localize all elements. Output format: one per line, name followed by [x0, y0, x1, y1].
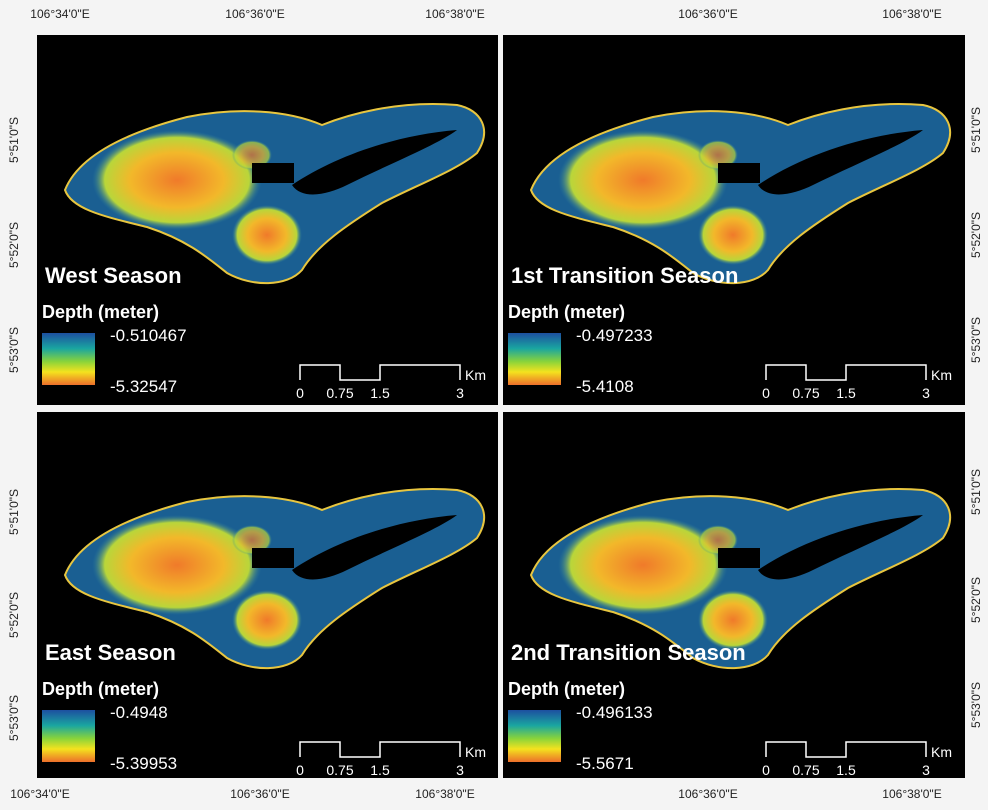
map-panel: 1st Transition Season Depth (meter) -0.497… — [503, 35, 965, 405]
scale-label: 1.5 — [370, 762, 390, 778]
map-panel: East Season Depth (meter) -0.4948 -5.39953 0… — [37, 412, 498, 778]
legend-max: -0.4948 — [110, 703, 168, 722]
longitude-label: 106°36'0"E — [225, 7, 284, 21]
latitude-label: 5°52'0"S — [969, 577, 983, 623]
scale-label: 1.5 — [836, 385, 856, 401]
legend-min: -5.5671 — [576, 754, 634, 773]
shoal-area — [698, 205, 768, 265]
latitude-label: 5°52'0"S — [969, 212, 983, 258]
legend-title: Depth (meter) — [508, 679, 625, 699]
page: West Season Depth (meter) -0.510467 -5.3254… — [0, 0, 988, 810]
longitude-label: 106°38'0"E — [882, 7, 941, 21]
scale-label: 0 — [762, 762, 770, 778]
shoal-area — [92, 130, 262, 230]
legend-max: -0.496133 — [576, 703, 653, 722]
lagoon-pool — [718, 548, 760, 568]
scale-label: 0 — [296, 385, 304, 401]
panel-title: 1st Transition Season — [511, 263, 738, 288]
latitude-label: 5°52'0"S — [7, 592, 21, 638]
longitude-label: 106°36'0"E — [678, 7, 737, 21]
longitude-label: 106°36'0"E — [230, 787, 289, 801]
scale-label: 0.75 — [792, 762, 819, 778]
shoal-area — [232, 590, 302, 650]
scale-unit: Km — [465, 367, 486, 383]
legend-min: -5.4108 — [576, 377, 634, 396]
legend-title: Depth (meter) — [42, 302, 159, 322]
latitude-label: 5°51'0"S — [969, 107, 983, 153]
lagoon-pool — [252, 163, 294, 183]
latitude-label: 5°53'0"S — [7, 695, 21, 741]
longitude-label: 106°38'0"E — [415, 787, 474, 801]
latitude-label: 5°52'0"S — [7, 222, 21, 268]
legend-gradient — [42, 710, 95, 762]
legend-gradient — [508, 333, 561, 385]
shoal-area — [558, 515, 728, 615]
legend-gradient — [42, 333, 95, 385]
map-panel: West Season Depth (meter) -0.510467 -5.3254… — [37, 35, 498, 405]
map-figure: West Season Depth (meter) -0.510467 -5.3254… — [0, 0, 988, 805]
scale-label: 1.5 — [370, 385, 390, 401]
longitude-label: 106°38'0"E — [425, 7, 484, 21]
latitude-label: 5°53'0"S — [969, 682, 983, 728]
lagoon-pool — [252, 548, 294, 568]
panel-title: East Season — [45, 640, 176, 665]
scale-label: 3 — [456, 762, 464, 778]
legend-max: -0.497233 — [576, 326, 653, 345]
scale-label: 3 — [922, 762, 930, 778]
scale-label: 3 — [456, 385, 464, 401]
scale-label: 0 — [296, 762, 304, 778]
legend-gradient — [508, 710, 561, 762]
scale-label: 3 — [922, 385, 930, 401]
legend-max: -0.510467 — [110, 326, 187, 345]
lagoon-pool — [718, 163, 760, 183]
longitude-label: 106°38'0"E — [882, 787, 941, 801]
legend-min: -5.39953 — [110, 754, 177, 773]
longitude-label: 106°34'0"E — [10, 787, 69, 801]
latitude-label: 5°51'0"S — [969, 469, 983, 515]
latitude-label: 5°51'0"S — [7, 117, 21, 163]
longitude-label: 106°36'0"E — [678, 787, 737, 801]
scale-label: 0.75 — [326, 762, 353, 778]
longitude-label: 106°34'0"E — [30, 7, 89, 21]
latitude-label: 5°53'0"S — [969, 317, 983, 363]
latitude-label: 5°53'0"S — [7, 327, 21, 373]
panel-title: 2nd Transition Season — [511, 640, 746, 665]
legend-title: Depth (meter) — [42, 679, 159, 699]
shoal-area — [92, 515, 262, 615]
panel-title: West Season — [45, 263, 182, 288]
scale-label: 0.75 — [792, 385, 819, 401]
scale-label: 0 — [762, 385, 770, 401]
legend-title: Depth (meter) — [508, 302, 625, 322]
scale-label: 1.5 — [836, 762, 856, 778]
scale-unit: Km — [931, 744, 952, 760]
scale-unit: Km — [465, 744, 486, 760]
map-panel: 2nd Transition Season Depth (meter) -0.496… — [503, 412, 965, 778]
latitude-label: 5°51'0"S — [7, 489, 21, 535]
scale-unit: Km — [931, 367, 952, 383]
legend-min: -5.32547 — [110, 377, 177, 396]
shoal-area — [558, 130, 728, 230]
scale-label: 0.75 — [326, 385, 353, 401]
shoal-area — [232, 205, 302, 265]
